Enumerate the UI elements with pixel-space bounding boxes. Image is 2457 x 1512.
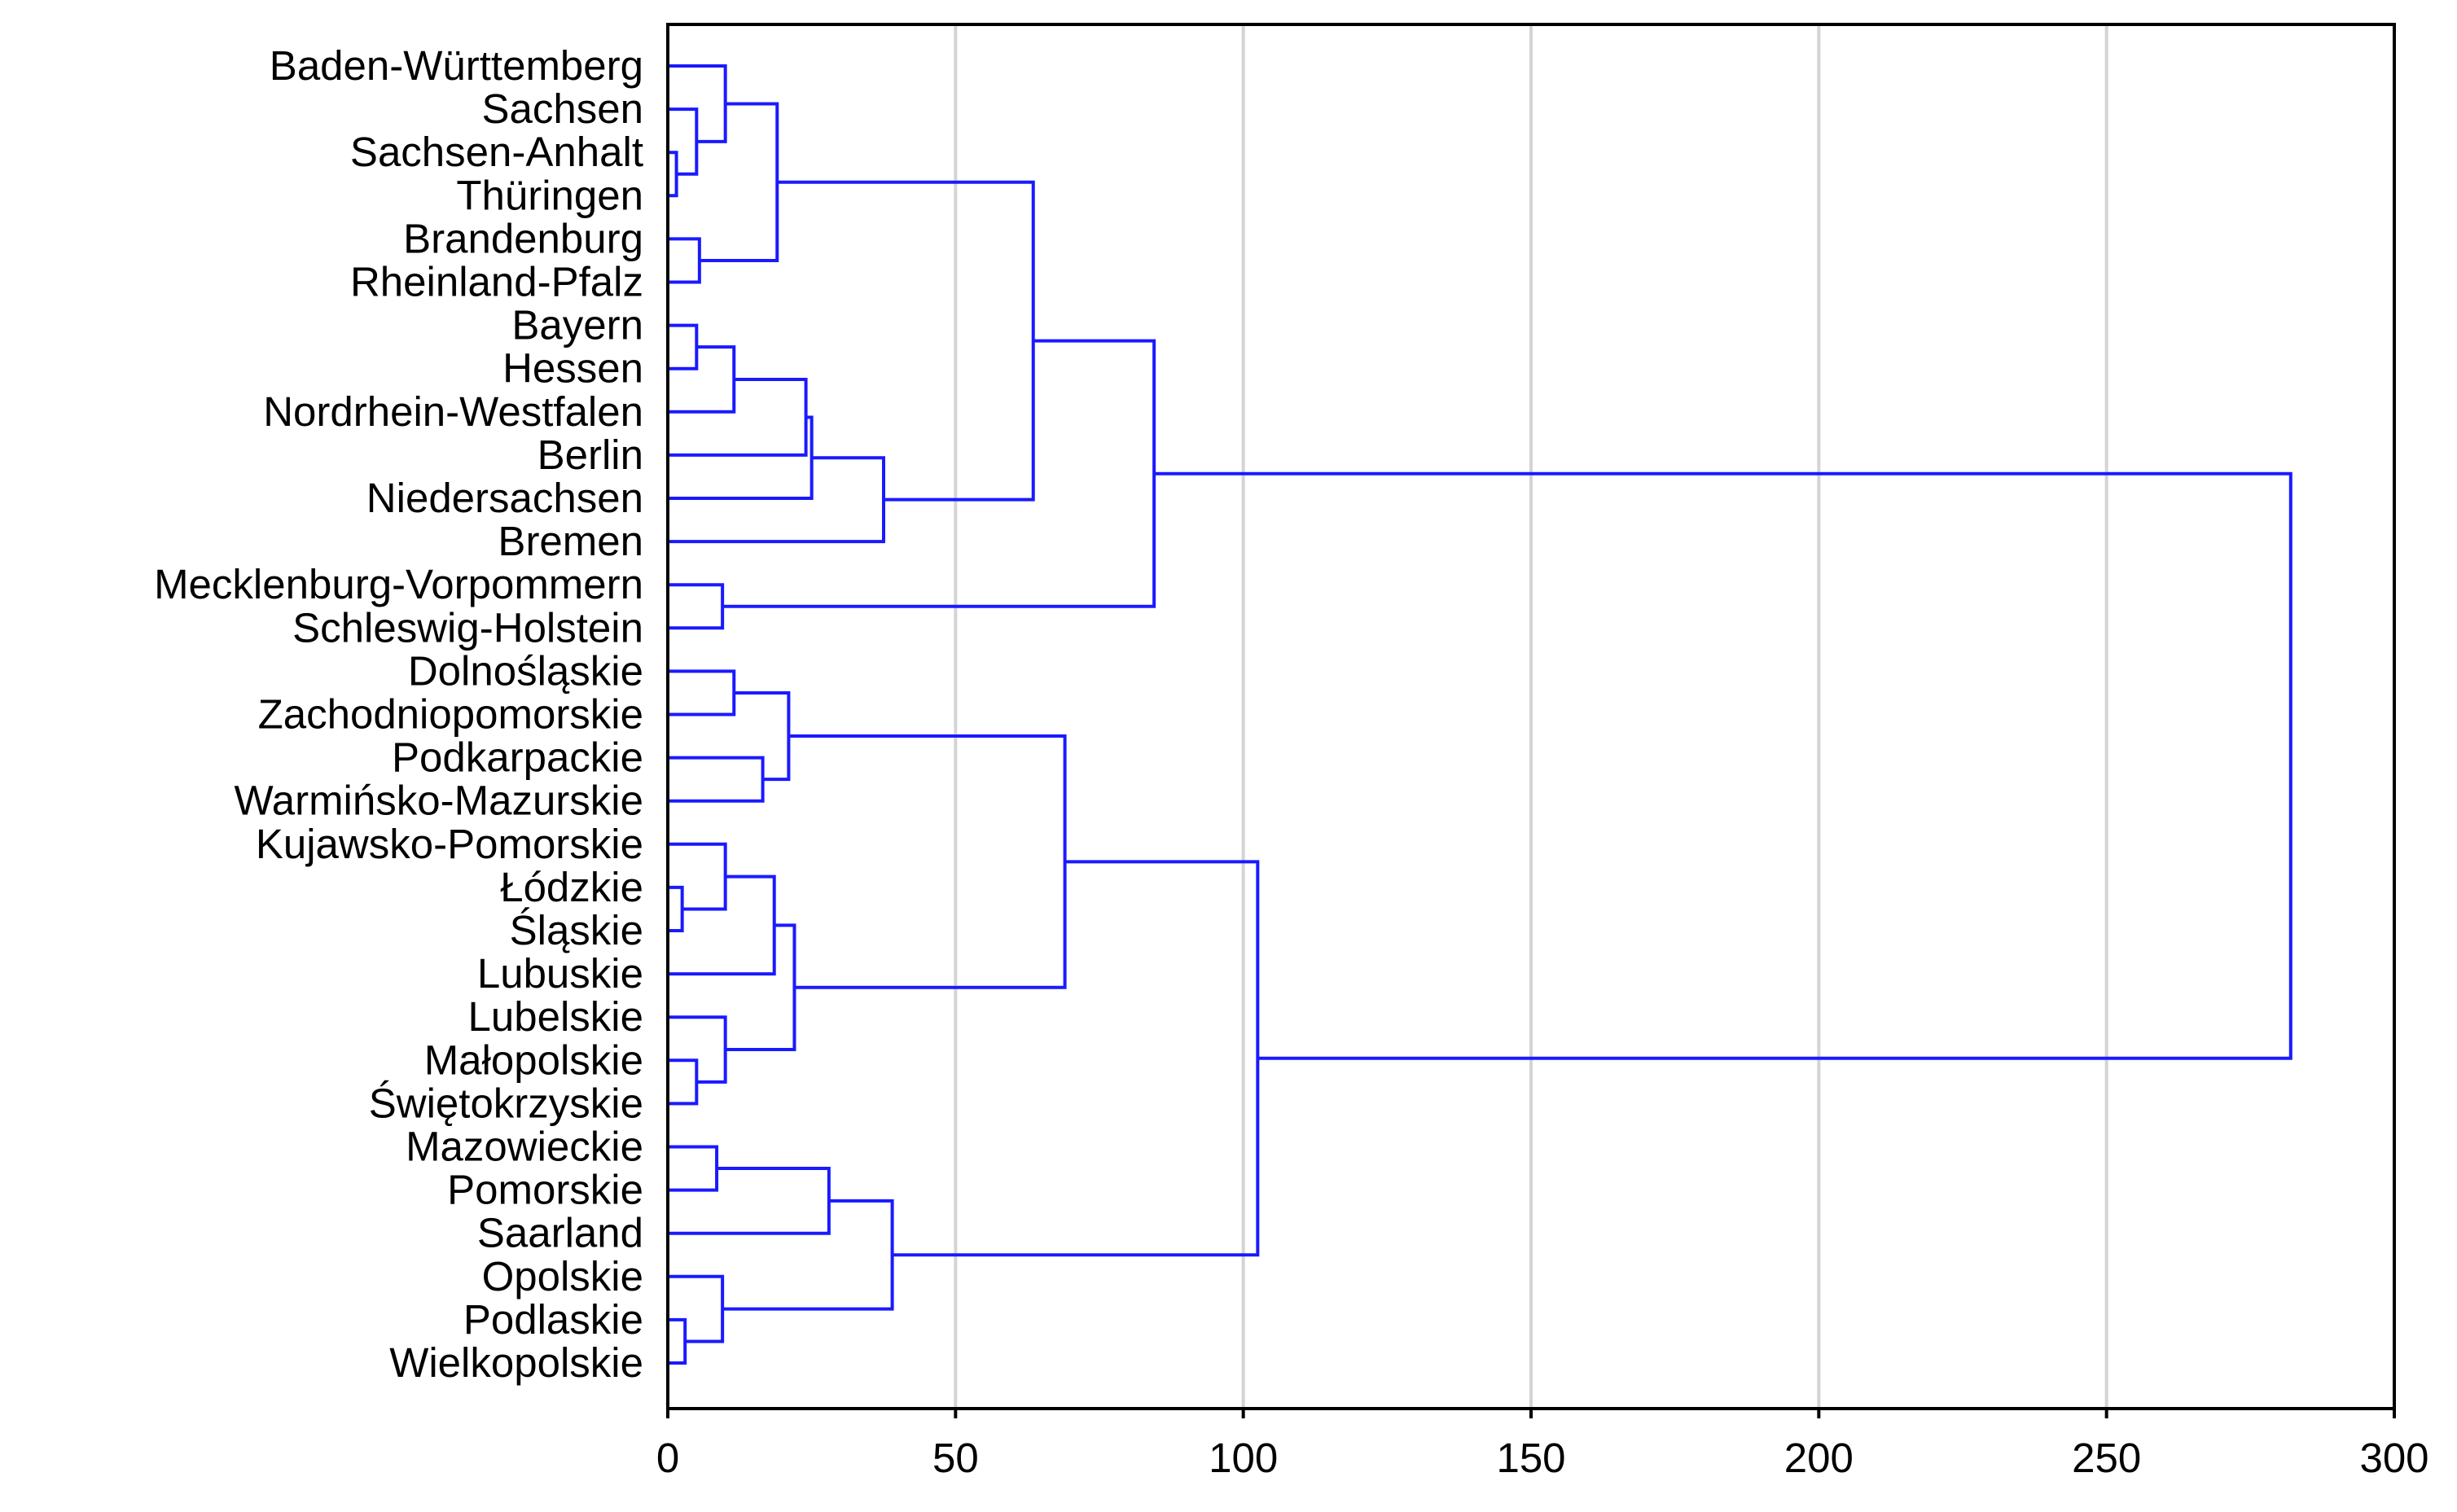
x-tick-label-50: 50 xyxy=(932,1435,979,1481)
leaf-label-27: Saarland xyxy=(477,1210,643,1256)
leaf-label-12: Mecklenburg-Vorpommern xyxy=(154,561,643,607)
leaf-label-13: Schleswig-Holstein xyxy=(292,604,643,651)
leaf-label-30: Wielkopolskie xyxy=(389,1339,643,1386)
x-tick-label-250: 250 xyxy=(2072,1435,2141,1481)
leaf-label-5: Rheinland-Pfalz xyxy=(350,259,643,305)
leaf-label-10: Niedersachsen xyxy=(366,475,643,521)
leaf-label-28: Opolskie xyxy=(482,1253,643,1299)
leaf-label-22: Lubelskie xyxy=(468,993,643,1040)
link-m19 xyxy=(668,874,776,976)
leaf-label-16: Podkarpackie xyxy=(392,734,643,781)
leaf-labels: Baden-WürttembergSachsenSachsen-AnhaltTh… xyxy=(154,42,643,1386)
grid-lines xyxy=(954,24,2108,1409)
link-m6 xyxy=(668,323,699,370)
link-m7 xyxy=(668,345,736,414)
link-m18 xyxy=(668,842,727,911)
link-m11 xyxy=(777,180,1035,502)
link-m23 xyxy=(788,734,1067,989)
x-tick-label-300: 300 xyxy=(2359,1435,2428,1481)
dendrogram-links xyxy=(668,64,2292,1365)
link-m22 xyxy=(725,923,796,1052)
leaf-label-15: Zachodniopomorskie xyxy=(258,691,643,738)
link-m26 xyxy=(668,1317,687,1365)
leaf-label-3: Thüringen xyxy=(456,172,643,218)
leaf-label-23: Małopolskie xyxy=(424,1036,643,1083)
link-m24 xyxy=(668,1145,719,1192)
link-m8 xyxy=(668,377,808,457)
link-m12 xyxy=(668,583,725,630)
link-m15 xyxy=(668,756,765,803)
leaf-label-17: Warmińsko-Mazurskie xyxy=(234,778,643,824)
leaf-label-11: Bremen xyxy=(498,518,643,564)
link-m17 xyxy=(668,885,684,932)
leaf-label-1: Sachsen xyxy=(482,85,643,132)
leaf-label-18: Kujawsko-Pomorskie xyxy=(256,821,643,867)
leaf-label-26: Pomorskie xyxy=(447,1167,643,1213)
leaf-label-19: Łódzkie xyxy=(500,864,643,910)
x-axis: 0 50 100 150 200 250 300 xyxy=(656,1409,2429,1481)
leaf-label-8: Nordrhein-Westfalen xyxy=(263,388,643,435)
link-m14 xyxy=(668,669,736,717)
link-m20 xyxy=(668,1058,699,1106)
link-m5 xyxy=(699,102,779,262)
link-m25 xyxy=(668,1167,831,1235)
link-m29 xyxy=(892,860,1260,1257)
x-tick-label-0: 0 xyxy=(656,1435,679,1481)
link-m28 xyxy=(722,1199,894,1311)
leaf-label-9: Berlin xyxy=(537,432,643,478)
leaf-label-25: Mazowieckie xyxy=(406,1124,643,1170)
x-tick-label-150: 150 xyxy=(1496,1435,1565,1481)
link-m4 xyxy=(668,237,701,284)
leaf-label-2: Sachsen-Anhalt xyxy=(350,129,643,175)
leaf-label-4: Brandenburg xyxy=(403,215,643,261)
link-m13 xyxy=(722,339,1156,608)
leaf-label-29: Podlaskie xyxy=(463,1296,643,1343)
leaf-label-0: Baden-Württemberg xyxy=(270,42,643,89)
leaf-label-7: Hessen xyxy=(502,345,643,392)
link-m30 xyxy=(1154,471,2292,1060)
link-m2 xyxy=(668,107,699,176)
leaf-label-14: Dolnośląskie xyxy=(408,647,643,694)
leaf-label-6: Bayern xyxy=(511,302,643,348)
leaf-label-24: Świętokrzyskie xyxy=(369,1079,643,1126)
link-m27 xyxy=(668,1274,725,1343)
leaf-label-20: Śląskie xyxy=(510,906,643,953)
leaf-label-21: Lubuskie xyxy=(477,950,643,997)
x-tick-label-100: 100 xyxy=(1209,1435,1278,1481)
x-tick-label-200: 200 xyxy=(1784,1435,1854,1481)
link-m9 xyxy=(668,415,814,500)
